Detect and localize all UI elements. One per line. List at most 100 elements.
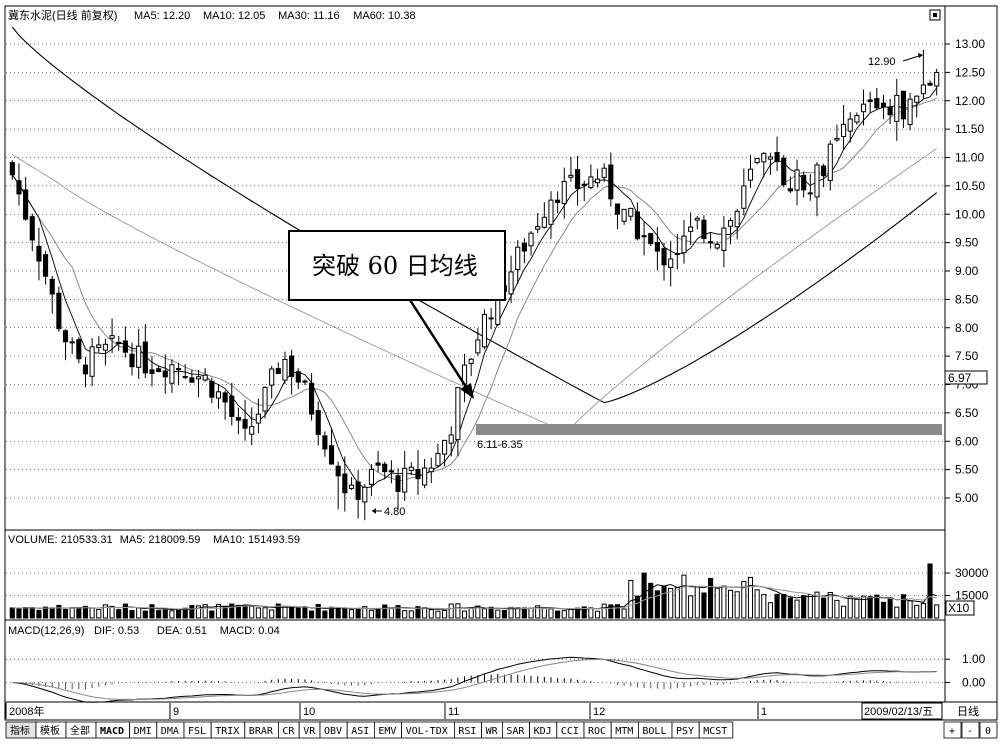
indicator-tab-label: VR <box>303 726 316 737</box>
ma-legend-item: MA10: 12.05 <box>203 10 265 22</box>
candle-body <box>235 417 241 421</box>
volume-legend-item: MA10: 151493.59 <box>213 534 300 546</box>
indicator-tab-label: RSI <box>458 726 476 737</box>
volume-bar <box>727 589 734 619</box>
candle-body <box>368 469 374 485</box>
volume-bar <box>787 597 793 619</box>
candle-body <box>887 106 893 116</box>
volume-bar <box>681 574 687 619</box>
candle-body <box>581 183 587 186</box>
volume-bar <box>641 572 647 619</box>
candle-body <box>328 445 335 465</box>
candle-body <box>415 468 421 480</box>
volume-bar <box>122 603 128 619</box>
indicator-tab-label: SAR <box>506 726 525 737</box>
indicator-tab[interactable] <box>698 721 734 739</box>
candle-body <box>708 241 714 244</box>
volume-bar <box>202 604 208 619</box>
indicator-tab-label: TRIX <box>215 726 239 737</box>
volume-bar <box>628 580 634 619</box>
indicator-tab-label: ASI <box>351 726 369 737</box>
candle-body <box>136 345 142 368</box>
indicator-tab-label: FSL <box>188 726 206 737</box>
candle-body <box>36 245 42 262</box>
volume-bar <box>887 597 893 619</box>
candle-body <box>654 241 660 252</box>
candle-body <box>448 434 454 444</box>
candle-body <box>76 339 82 360</box>
low-arrow-head <box>372 508 376 514</box>
price-tick-label: 12.50 <box>955 65 985 79</box>
volume-bar <box>295 607 301 619</box>
candle-body <box>874 98 880 109</box>
candle-body <box>215 391 222 399</box>
volume-bar <box>315 603 321 619</box>
indicator-tab-label: PSY <box>676 726 694 737</box>
volume-bar <box>535 605 541 619</box>
candle-body <box>841 123 847 137</box>
price-tick-label: 12.00 <box>955 94 985 108</box>
volume-bar <box>774 593 780 619</box>
candle-body <box>521 242 527 252</box>
candle-body <box>774 152 780 163</box>
candle-body <box>169 364 175 384</box>
date-axis-label: 2008年 <box>9 704 44 718</box>
tab-control-button[interactable] <box>943 721 962 739</box>
candle-body <box>269 368 275 386</box>
volume-bar <box>435 610 441 619</box>
price-tick-label: 6.50 <box>955 406 979 420</box>
candle-body <box>202 374 208 381</box>
candle-body <box>149 369 155 374</box>
candle-body <box>435 452 441 467</box>
volume-bar <box>142 610 148 619</box>
candle-body <box>23 189 29 220</box>
price-tick-label: 11.00 <box>955 151 984 165</box>
volume-bar <box>914 604 920 619</box>
candle-body <box>727 220 734 227</box>
volume-bar <box>807 594 813 619</box>
volume-bar <box>468 607 474 619</box>
candle-body <box>408 466 414 471</box>
candle-body <box>468 358 474 364</box>
volume-bar <box>481 608 488 619</box>
volume-bar <box>102 604 108 619</box>
candle-body <box>375 462 381 466</box>
indicator-tab-label: EMV <box>378 726 396 737</box>
volume-bar <box>801 595 807 619</box>
volume-gridlines <box>6 572 944 596</box>
candle-body <box>475 339 481 354</box>
candle-body <box>176 368 182 371</box>
volume-bar <box>355 608 361 619</box>
candle-body <box>814 164 820 198</box>
maximize-icon[interactable] <box>929 9 941 21</box>
volume-bar <box>634 595 640 619</box>
indicator-tab-label: OBV <box>324 726 342 737</box>
candle-body <box>388 470 394 473</box>
annotation-text: 突破 60 日均线 <box>312 252 478 280</box>
volume-bar <box>76 607 82 619</box>
volume-bar <box>721 585 727 619</box>
volume-bar <box>422 607 428 619</box>
volume-bar <box>521 607 527 619</box>
candle-body <box>56 292 62 330</box>
candle-body <box>116 341 122 345</box>
candle-body <box>694 217 700 221</box>
candle-body <box>402 467 408 493</box>
volume-bar <box>368 609 374 619</box>
candle-body <box>282 358 288 381</box>
volume-bar <box>668 587 674 619</box>
candle-body <box>714 243 720 249</box>
volume-bar <box>860 595 867 619</box>
tab-control-button[interactable] <box>979 721 998 739</box>
volume-bar <box>169 610 175 619</box>
volume-bar <box>694 586 700 619</box>
high-arrow-head <box>918 53 923 58</box>
tab-control-button[interactable] <box>961 721 980 739</box>
candle-body <box>69 341 75 344</box>
volume-bar <box>501 609 507 619</box>
volume-bar <box>23 607 29 619</box>
candle-body <box>920 84 926 95</box>
volume-bar <box>455 603 461 619</box>
volume-bar <box>375 608 381 619</box>
candle-body <box>648 233 654 245</box>
